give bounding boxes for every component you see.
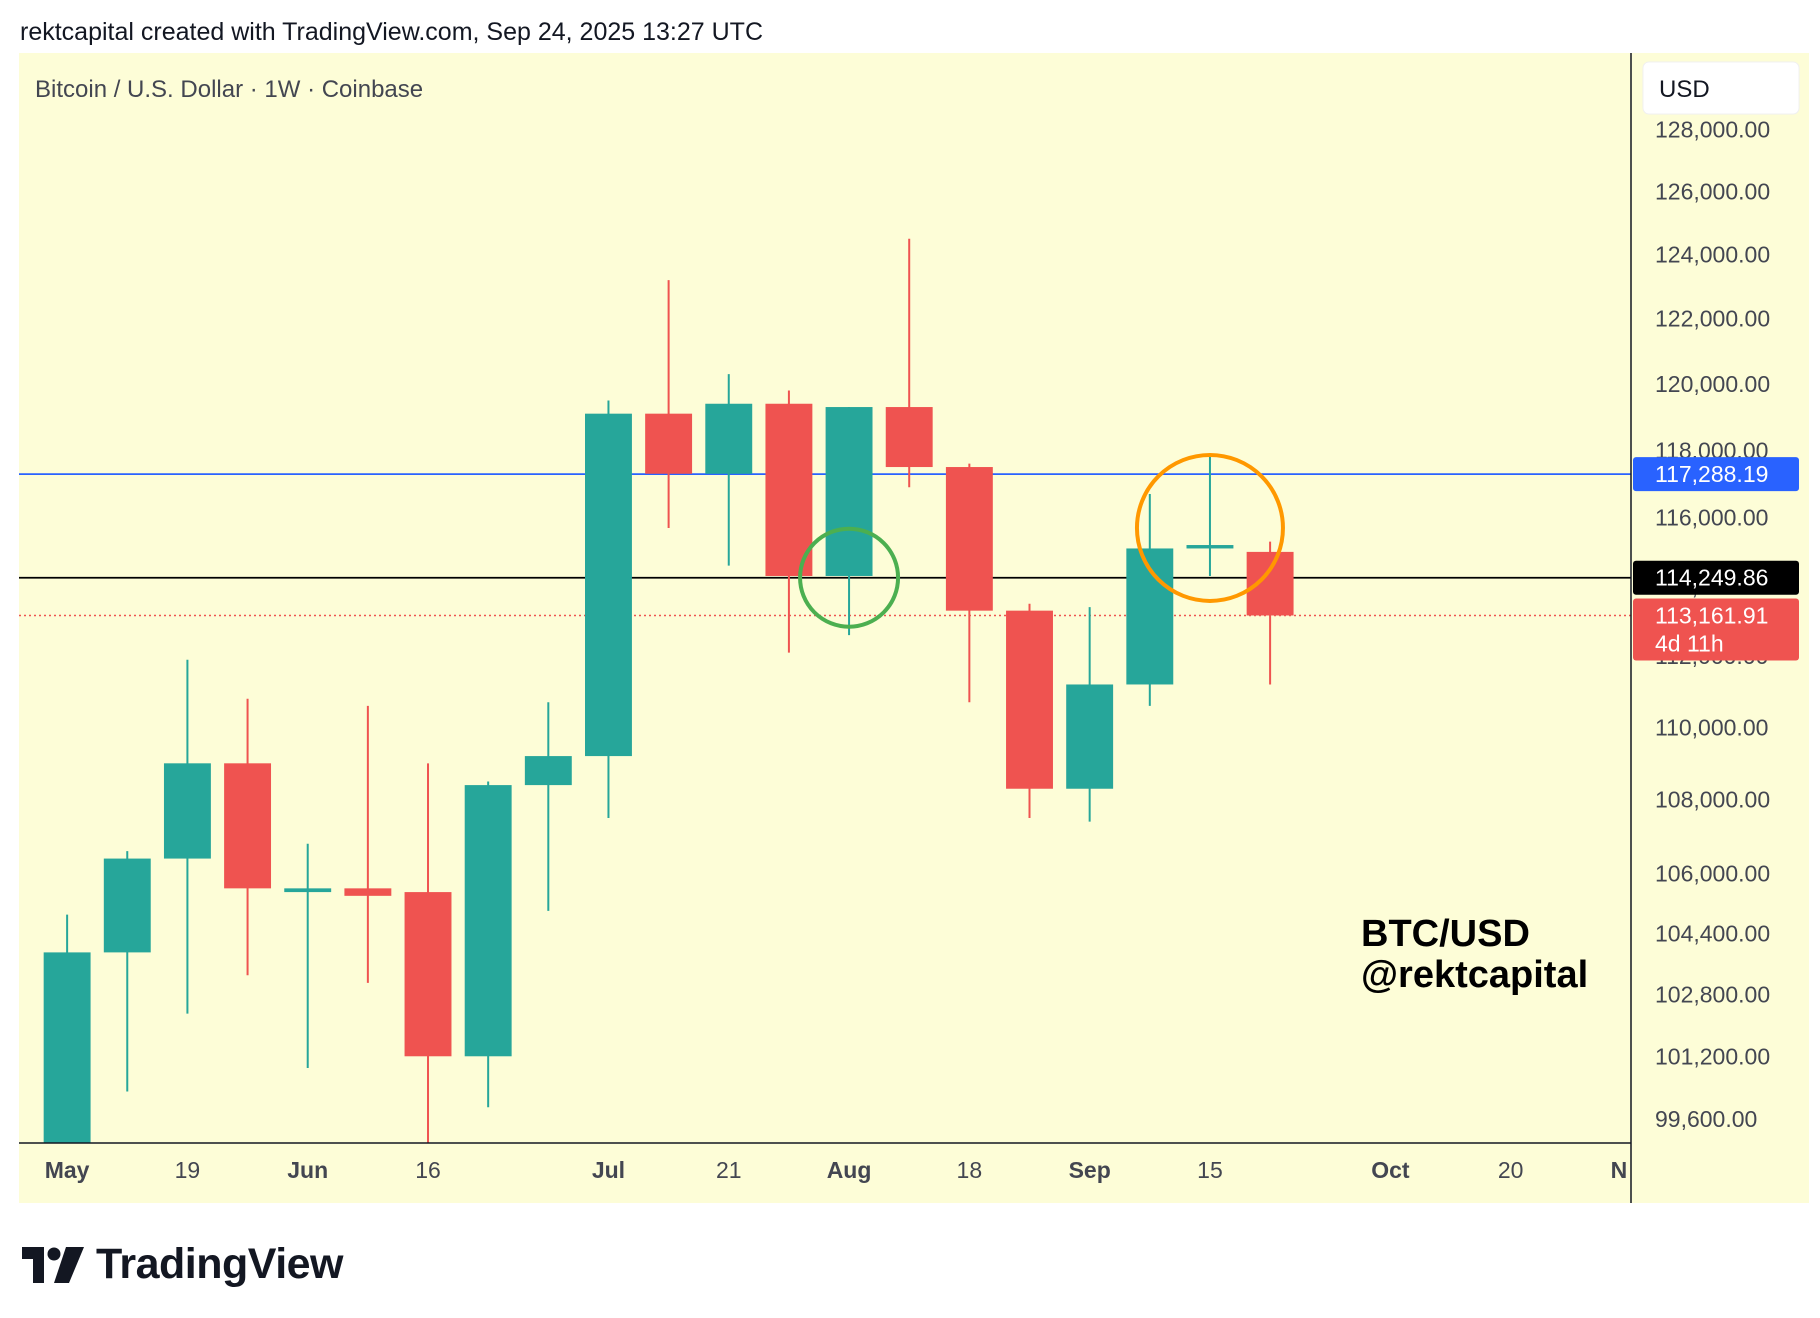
candlestick-chart[interactable]: 128,000.00 126,000.00 124,000.00 122,000.00… <box>19 53 1809 1203</box>
y-tick-label: 126,000.00 <box>1655 178 1770 204</box>
chart-area[interactable]: 128,000.00 126,000.00 124,000.00 122,000.00… <box>19 53 1809 1203</box>
y-tick-label: 110,000.00 <box>1655 714 1768 740</box>
watermark-pair: BTC/USD <box>1361 913 1530 955</box>
candle-body <box>645 413 693 474</box>
candle <box>103 851 151 1092</box>
tradingview-mark-icon <box>22 1246 84 1283</box>
candle-body <box>825 407 873 576</box>
candle <box>765 390 813 653</box>
x-tick-label: Oct <box>1371 1157 1410 1183</box>
x-tick-label: N <box>1611 1157 1628 1183</box>
currency-label: USD <box>1659 76 1710 103</box>
candle <box>524 702 572 911</box>
tradingview-wordmark: TradingView <box>96 1240 344 1288</box>
candle-body <box>705 403 753 474</box>
candle <box>344 705 392 983</box>
x-tick-label: 21 <box>716 1157 742 1183</box>
candle-body <box>344 888 392 896</box>
candle-body <box>224 763 272 889</box>
y-tick-label: 122,000.00 <box>1655 306 1770 332</box>
y-tick-label: 101,200.00 <box>1655 1043 1770 1069</box>
candle <box>284 843 332 1068</box>
candle <box>163 659 211 1014</box>
candle-body <box>404 892 452 1057</box>
resistance-price-label: 117,288.19 <box>1633 457 1799 492</box>
chart-title: Bitcoin / U.S. Dollar · 1W · Coinbase <box>35 76 423 103</box>
candle-body <box>103 858 151 953</box>
resistance-label-text: 117,288.19 <box>1655 461 1768 487</box>
x-tick-label: Jul <box>592 1157 625 1183</box>
tradingview-logo[interactable]: TradingView <box>22 1240 344 1289</box>
candle-body <box>1006 610 1053 789</box>
y-tick-label: 102,800.00 <box>1655 981 1770 1007</box>
candle-body <box>1186 545 1234 549</box>
candle-body <box>945 467 993 611</box>
candle <box>945 463 993 703</box>
candle <box>1066 607 1114 822</box>
candle-body <box>464 785 512 1057</box>
candle <box>224 698 272 976</box>
candle-body <box>284 888 332 893</box>
watermark-handle: @rektcapital <box>1361 954 1588 996</box>
y-tick-label: 120,000.00 <box>1655 371 1770 397</box>
y-tick-label: 116,000.00 <box>1655 505 1768 531</box>
candle-body <box>524 756 572 786</box>
resistance-label-bg <box>1633 457 1799 492</box>
candle <box>885 238 933 488</box>
x-tick-label: 15 <box>1197 1157 1223 1183</box>
currency-button[interactable]: USD <box>1642 61 1800 115</box>
candle-body <box>1246 551 1294 616</box>
candle-body <box>885 407 933 468</box>
support-label-bg <box>1633 560 1799 595</box>
candle <box>1006 603 1053 818</box>
last-price-label-bg <box>1633 598 1799 661</box>
green-highlight-circle <box>798 526 901 629</box>
candle-body <box>43 952 91 1143</box>
chart-attribution: rektcapital created with TradingView.com… <box>20 18 764 46</box>
candle <box>404 763 452 1143</box>
candle <box>705 374 753 566</box>
x-tick-label: Jun <box>287 1157 328 1183</box>
candle <box>1186 453 1234 576</box>
support-label-text: 114,249.86 <box>1655 565 1768 591</box>
last-price-label-text: 113,161.91 <box>1655 602 1768 628</box>
x-tick-label: Aug <box>827 1157 872 1183</box>
last-price-label-countdown: 4d 11h <box>1655 630 1724 656</box>
candle-body <box>585 413 632 757</box>
candle <box>585 400 632 818</box>
y-tick-label: 99,600.00 <box>1655 1106 1757 1132</box>
x-tick-label: 19 <box>175 1157 201 1183</box>
candle <box>43 914 91 1143</box>
plot-background <box>19 53 1809 1203</box>
x-tick-label: Sep <box>1069 1157 1111 1183</box>
candle-body <box>1066 684 1114 789</box>
candle-body <box>765 403 813 576</box>
x-tick-label: 18 <box>957 1157 983 1183</box>
x-tick-label: 20 <box>1498 1157 1524 1183</box>
orange-highlight-circle <box>1134 452 1285 603</box>
y-tick-label: 128,000.00 <box>1655 116 1770 142</box>
candle <box>645 280 693 528</box>
support-price-label: 114,249.86 <box>1633 560 1799 595</box>
x-tick-label: May <box>45 1157 90 1183</box>
y-tick-label: 104,400.00 <box>1655 920 1770 946</box>
y-tick-label: 106,000.00 <box>1655 860 1770 886</box>
x-tick-label: 16 <box>415 1157 441 1183</box>
candle <box>464 781 512 1108</box>
y-tick-label: 108,000.00 <box>1655 787 1770 813</box>
candle-body <box>163 763 211 859</box>
candle <box>825 407 873 636</box>
y-tick-label: 124,000.00 <box>1655 242 1770 268</box>
